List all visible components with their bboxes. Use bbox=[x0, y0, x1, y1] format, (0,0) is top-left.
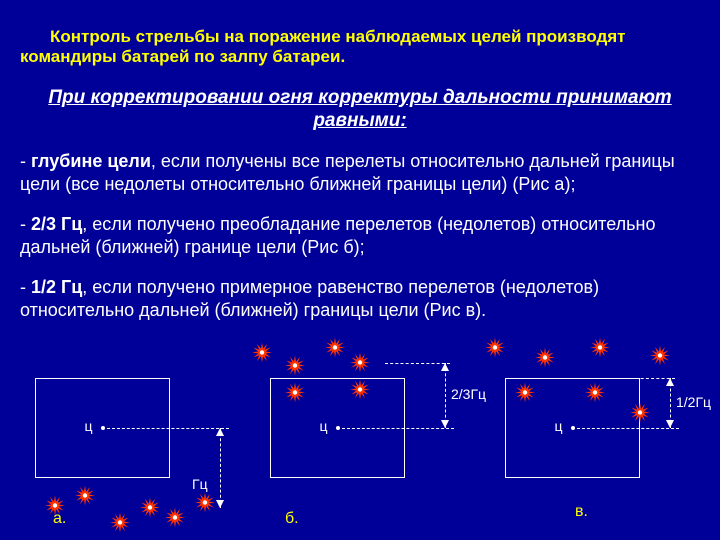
burst-icon bbox=[483, 336, 507, 365]
center-dot-a bbox=[101, 426, 105, 430]
burst-icon bbox=[283, 354, 307, 383]
dim-arrow-a-head-up bbox=[216, 428, 224, 436]
bullet-a: - глубине цели, если получены все переле… bbox=[20, 150, 700, 195]
burst-icon bbox=[583, 381, 607, 410]
center-dot-b bbox=[336, 426, 340, 430]
caption-b: б. bbox=[285, 510, 299, 528]
center-dot-c bbox=[571, 426, 575, 430]
dim-arrow-b-head-down bbox=[441, 420, 449, 428]
dim-arrow-b bbox=[445, 363, 446, 428]
burst-icon bbox=[138, 496, 162, 525]
heading-1: Контроль стрельбы на поражение наблюдаем… bbox=[20, 27, 700, 68]
dim-arrow-b-head-up bbox=[441, 363, 449, 371]
dim-arrow-c-head-down bbox=[666, 420, 674, 428]
burst-icon bbox=[283, 381, 307, 410]
dim-arrow-c-head-up bbox=[666, 378, 674, 386]
burst-icon bbox=[348, 378, 372, 407]
burst-icon bbox=[513, 381, 537, 410]
dim-label-b: 2/3Гц bbox=[451, 386, 486, 402]
dim-label-c: 1/2Гц bbox=[676, 394, 711, 410]
bullet-b: - 2/3 Гц, если получено преобладание пер… bbox=[20, 213, 700, 258]
diagrams-area: ц Гц а. ц 2/3Гц б. ц 1/2Гц в. bbox=[0, 340, 720, 540]
burst-icon bbox=[250, 341, 274, 370]
dim-arrow-a-head-down bbox=[216, 500, 224, 508]
slide: Контроль стрельбы на поражение наблюдаем… bbox=[0, 0, 720, 540]
center-label-a: ц bbox=[85, 418, 93, 434]
burst-icon bbox=[588, 336, 612, 365]
burst-icon bbox=[533, 346, 557, 375]
burst-icon bbox=[648, 344, 672, 373]
burst-icon bbox=[43, 494, 67, 523]
dim-arrow-a bbox=[220, 428, 221, 508]
burst-icon bbox=[163, 506, 187, 535]
burst-icon bbox=[193, 491, 217, 520]
burst-icon bbox=[73, 484, 97, 513]
center-label-c: ц bbox=[555, 418, 563, 434]
burst-icon bbox=[323, 336, 347, 365]
center-dashed-b bbox=[342, 428, 455, 429]
burst-icon bbox=[628, 401, 652, 430]
center-label-b: ц bbox=[320, 418, 328, 434]
burst-icon bbox=[108, 511, 132, 540]
heading-2: При корректировании огня корректуры даль… bbox=[20, 87, 700, 133]
bullet-c: - 1/2 Гц, если получено примерное равенс… bbox=[20, 276, 700, 321]
caption-c: в. bbox=[575, 503, 588, 521]
burst-icon bbox=[348, 351, 372, 380]
center-dashed-a bbox=[107, 428, 230, 429]
